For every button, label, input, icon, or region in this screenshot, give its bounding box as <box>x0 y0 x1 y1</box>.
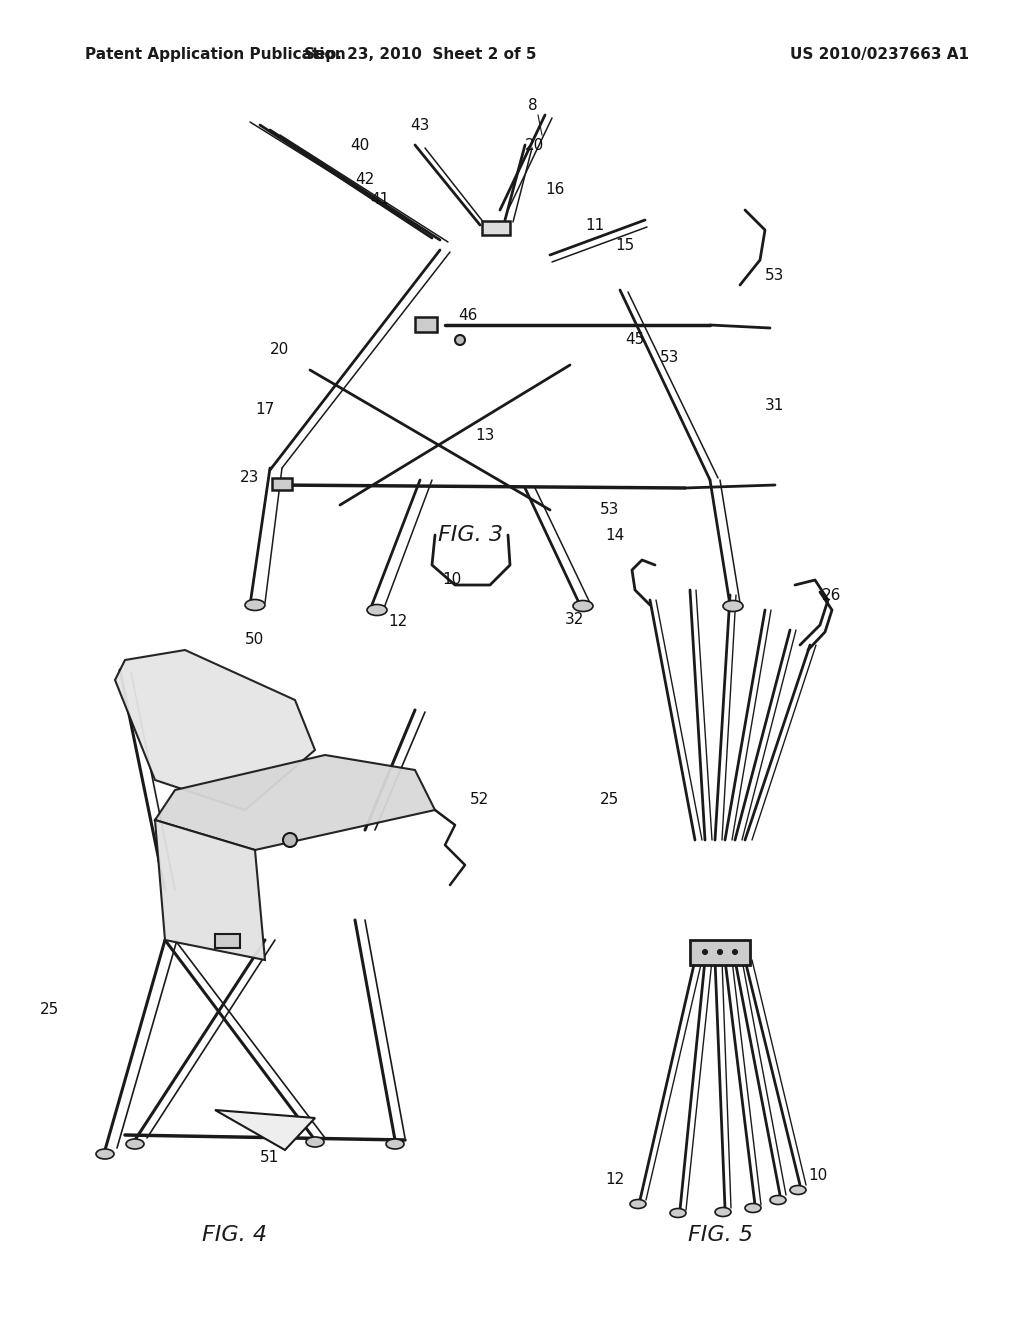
Text: 25: 25 <box>600 792 620 808</box>
Circle shape <box>283 833 297 847</box>
Circle shape <box>732 949 737 954</box>
Text: 53: 53 <box>600 503 620 517</box>
Text: 17: 17 <box>255 403 274 417</box>
Text: 20: 20 <box>525 137 544 153</box>
Text: 53: 53 <box>660 351 679 366</box>
Text: 31: 31 <box>765 397 784 412</box>
Text: FIG. 3: FIG. 3 <box>437 525 503 545</box>
Text: 11: 11 <box>585 218 604 232</box>
Text: 23: 23 <box>240 470 259 486</box>
Polygon shape <box>215 1110 315 1150</box>
Text: 26: 26 <box>822 587 842 602</box>
Ellipse shape <box>126 1139 144 1148</box>
Ellipse shape <box>790 1185 806 1195</box>
FancyBboxPatch shape <box>272 478 292 490</box>
Text: 10: 10 <box>808 1167 827 1183</box>
Ellipse shape <box>96 1148 114 1159</box>
Text: FIG. 4: FIG. 4 <box>203 1225 267 1245</box>
Circle shape <box>455 335 465 345</box>
Ellipse shape <box>573 601 593 611</box>
Ellipse shape <box>386 1139 404 1148</box>
Text: 12: 12 <box>605 1172 625 1188</box>
Ellipse shape <box>630 1200 646 1209</box>
Text: 51: 51 <box>260 1151 280 1166</box>
Circle shape <box>702 949 708 954</box>
Text: 12: 12 <box>388 615 408 630</box>
Text: US 2010/0237663 A1: US 2010/0237663 A1 <box>791 48 970 62</box>
Text: 43: 43 <box>410 117 429 132</box>
Text: 41: 41 <box>370 193 389 207</box>
Text: Patent Application Publication: Patent Application Publication <box>85 48 346 62</box>
Polygon shape <box>155 820 265 960</box>
Ellipse shape <box>245 599 265 610</box>
Text: 14: 14 <box>605 528 625 543</box>
Polygon shape <box>115 649 315 810</box>
Text: 8: 8 <box>528 98 538 112</box>
Circle shape <box>718 949 723 954</box>
Text: 13: 13 <box>475 428 495 442</box>
Ellipse shape <box>715 1208 731 1217</box>
FancyBboxPatch shape <box>215 935 240 948</box>
Text: 40: 40 <box>350 137 370 153</box>
Ellipse shape <box>745 1204 761 1213</box>
FancyBboxPatch shape <box>415 317 437 333</box>
Text: 20: 20 <box>270 342 289 358</box>
Text: 10: 10 <box>442 573 461 587</box>
FancyBboxPatch shape <box>482 220 510 235</box>
Text: 32: 32 <box>565 612 585 627</box>
Text: 53: 53 <box>765 268 784 282</box>
Text: 46: 46 <box>458 308 477 322</box>
Ellipse shape <box>670 1209 686 1217</box>
Text: FIG. 5: FIG. 5 <box>687 1225 753 1245</box>
Text: 25: 25 <box>40 1002 59 1018</box>
Text: Sep. 23, 2010  Sheet 2 of 5: Sep. 23, 2010 Sheet 2 of 5 <box>304 48 537 62</box>
Ellipse shape <box>770 1196 786 1204</box>
Text: 50: 50 <box>245 632 264 648</box>
Text: 45: 45 <box>625 333 644 347</box>
Text: 52: 52 <box>470 792 489 808</box>
FancyBboxPatch shape <box>690 940 750 965</box>
Ellipse shape <box>723 601 743 611</box>
Text: 42: 42 <box>355 173 374 187</box>
Ellipse shape <box>306 1137 324 1147</box>
Text: 15: 15 <box>615 238 634 252</box>
Text: 16: 16 <box>545 182 564 198</box>
Polygon shape <box>155 755 435 850</box>
Ellipse shape <box>367 605 387 615</box>
